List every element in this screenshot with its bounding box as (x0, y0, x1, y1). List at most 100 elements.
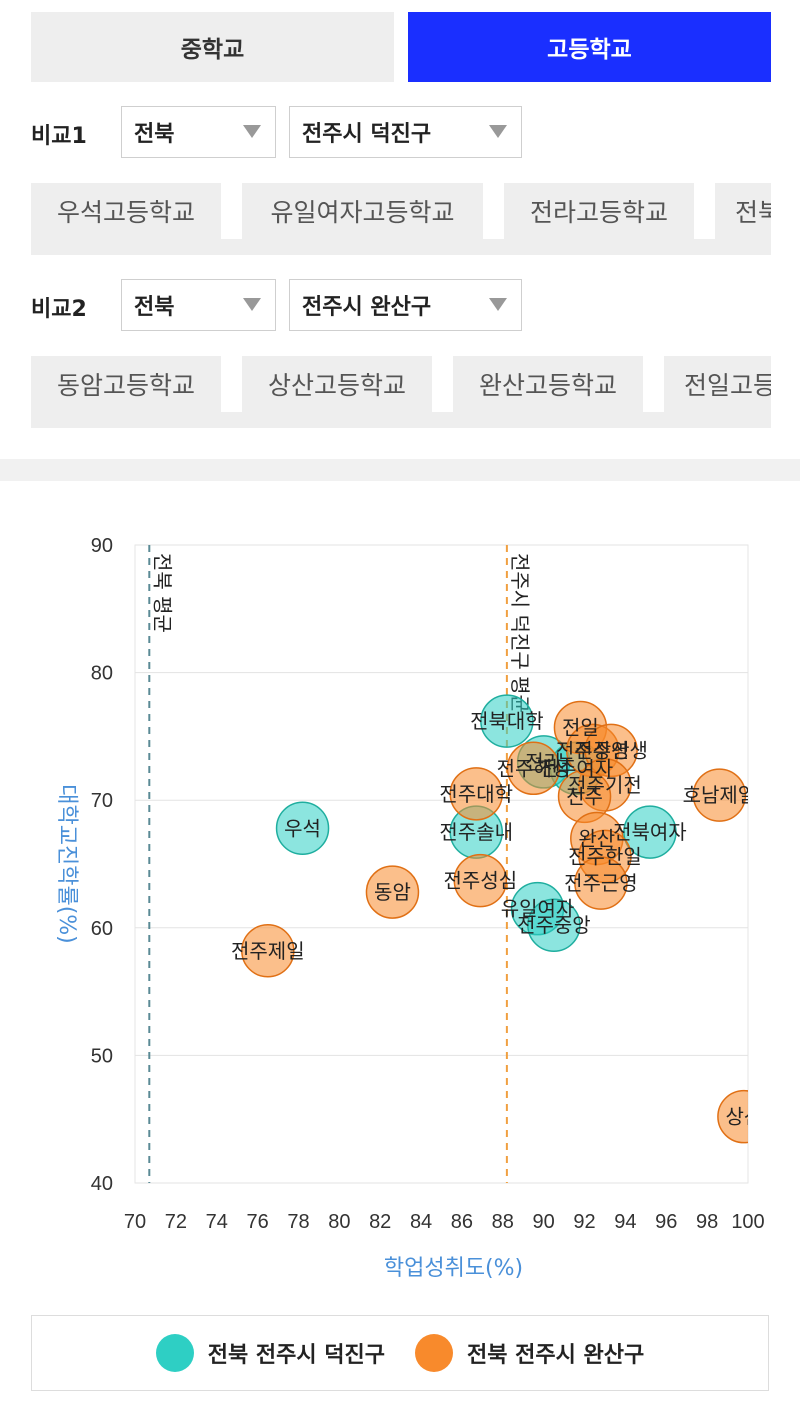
compare2-region-select[interactable]: 전북 (121, 279, 276, 331)
legend-label: 전북 전주시 완산구 (467, 1343, 645, 1368)
compare2-district-value: 전주시 완산구 (302, 295, 432, 320)
compare1-school-list: 우석고등학교 유일여자고등학교 전라고등학교 전북 (31, 183, 771, 255)
compare2-region-value: 전북 (134, 295, 175, 320)
data-point-label: 전주솔내 (439, 820, 513, 844)
data-point-label: 전주대학 (439, 782, 513, 806)
data-point-label: 호남제일 (683, 783, 757, 807)
y-tick-label: 40 (91, 1173, 113, 1195)
compare1-region-select[interactable]: 전북 (121, 106, 276, 158)
data-point[interactable] (506, 741, 561, 796)
reference-line-label: 전주시 덕진구 평균 (508, 553, 532, 713)
y-tick-label: 50 (91, 1045, 113, 1067)
school-chip-3[interactable]: 전일고등 (664, 356, 771, 412)
data-point-label: 전주여자 (540, 756, 614, 780)
x-tick-label: 84 (410, 1211, 432, 1233)
x-tick-label: 88 (492, 1211, 514, 1233)
y-tick-label: 80 (91, 663, 113, 685)
x-tick-label: 86 (451, 1211, 473, 1233)
data-point-label: 완산 (578, 826, 615, 850)
compare1-label: 비교1 (31, 124, 87, 149)
data-point-label: 상산 (726, 1105, 763, 1129)
compare1-district-value: 전주시 덕진구 (302, 122, 432, 147)
compare2-label: 비교2 (31, 297, 87, 322)
x-tick-label: 100 (731, 1211, 764, 1233)
x-axis-title: 학업성취도(%) (384, 1256, 523, 1281)
section-divider (0, 459, 800, 481)
data-point-label: 전라 (525, 750, 562, 774)
x-tick-label: 76 (246, 1211, 268, 1233)
data-point-label: 전주한일 (568, 844, 642, 868)
chevron-down-icon (489, 298, 507, 311)
data-point-label: 전주영생 (574, 738, 648, 762)
x-tick-label: 80 (328, 1211, 350, 1233)
compare2-district-select[interactable]: 전주시 완산구 (289, 279, 522, 331)
data-point-label: 동암 (374, 880, 411, 904)
data-point[interactable] (365, 865, 420, 919)
school-chip-0[interactable]: 동암고등학교 (31, 356, 221, 412)
school-chip-2[interactable]: 완산고등학교 (453, 356, 643, 412)
data-point[interactable] (241, 924, 295, 978)
legend-item-wansan[interactable]: 전북 전주시 완산구 (415, 1334, 644, 1372)
x-tick-label: 70 (124, 1211, 146, 1233)
y-tick-label: 90 (91, 535, 113, 557)
data-point[interactable] (717, 1089, 770, 1144)
data-point-label: 전주근영 (564, 871, 638, 895)
data-point[interactable] (453, 853, 508, 908)
x-tick-label: 96 (655, 1211, 677, 1233)
x-tick-label: 78 (287, 1211, 309, 1233)
data-point-label: 전주제일 (231, 939, 305, 963)
legend-dot-icon (415, 1334, 453, 1372)
x-tick-label: 90 (533, 1211, 555, 1233)
plot-area (134, 544, 749, 1184)
compare2-school-list: 동암고등학교 상산고등학교 완산고등학교 전일고등 (31, 356, 771, 428)
data-point[interactable] (275, 801, 330, 856)
school-chip-3[interactable]: 전북 (715, 183, 771, 239)
legend-dot-icon (155, 1334, 194, 1372)
scatter-chart: 40 50 60 70 80 90 70 72 74 76 78 80 82 84 86 88 90 92 94 96… (0, 500, 800, 1300)
compare1-district-select[interactable]: 전주시 덕진구 (289, 106, 522, 158)
data-point[interactable] (692, 768, 747, 822)
data-point[interactable] (480, 694, 534, 748)
data-point-label: 전주기전 (568, 773, 642, 797)
school-chip-1[interactable]: 유일여자고등학교 (242, 183, 483, 239)
data-point-label: 전주해성 (497, 756, 571, 780)
chevron-down-icon (243, 298, 261, 311)
data-point-label: 우석 (284, 816, 321, 840)
x-tick-label: 74 (206, 1211, 228, 1233)
data-point-label: 전주상산 (556, 738, 630, 762)
legend-label: 전북 전주시 덕진구 (207, 1343, 385, 1368)
data-point[interactable] (527, 898, 581, 952)
legend-item-deokjin[interactable]: 전북 전주시 덕진구 (155, 1334, 385, 1372)
data-point-label: 전주 (566, 784, 603, 808)
x-tick-label: 94 (614, 1211, 636, 1233)
data-point[interactable] (449, 767, 503, 821)
data-point-label: 전일 (562, 715, 599, 739)
y-axis-title: 대학교진학률(%) (54, 784, 79, 944)
x-tick-label: 72 (165, 1211, 187, 1233)
y-tick-label: 60 (91, 918, 113, 940)
x-tick-label: 92 (573, 1211, 595, 1233)
reference-line-label: 전북 평균 (150, 553, 174, 633)
chart-legend: 전북 전주시 덕진구 전북 전주시 완산구 (31, 1315, 769, 1391)
tab-middle-school[interactable]: 중학교 (31, 12, 394, 82)
scatter-chart-svg: 40 50 60 70 80 90 70 72 74 76 78 80 82 84 86 88 90 92 94 96… (54, 535, 770, 1281)
school-chip-1[interactable]: 상산고등학교 (242, 356, 432, 412)
y-tick-label: 70 (91, 790, 113, 812)
tab-high-school[interactable]: 고등학교 (408, 12, 771, 82)
data-point-label: 전주성심 (444, 869, 518, 893)
x-tick-label: 82 (369, 1211, 391, 1233)
compare1-region-value: 전북 (134, 122, 175, 147)
data-point-label: 전주중앙 (517, 913, 591, 937)
school-chip-2[interactable]: 전라고등학교 (504, 183, 694, 239)
data-point[interactable] (623, 805, 677, 859)
school-level-tabs: 중학교 고등학교 (31, 12, 771, 82)
chevron-down-icon (489, 125, 507, 138)
x-tick-label: 98 (696, 1211, 718, 1233)
data-point[interactable] (574, 856, 628, 910)
data-point-label: 전북대학 (470, 709, 544, 733)
data-point-label: 유일여자 (501, 897, 575, 921)
school-chip-0[interactable]: 우석고등학교 (31, 183, 221, 239)
chevron-down-icon (243, 125, 261, 138)
data-point-label: 전북여자 (613, 820, 687, 844)
